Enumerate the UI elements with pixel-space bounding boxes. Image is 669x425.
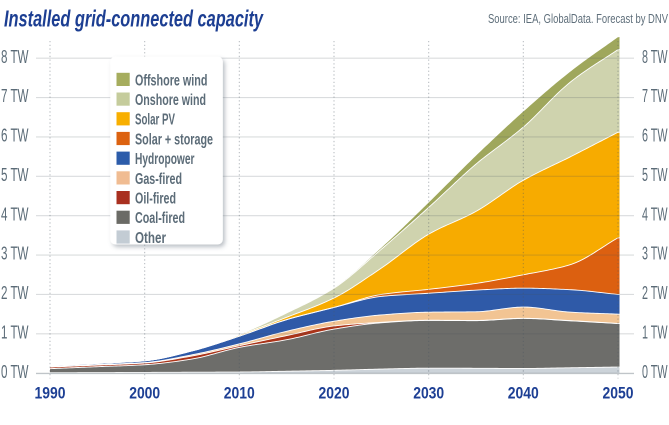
svg-text:3 TW: 3 TW — [1, 244, 29, 264]
svg-text:Oil-fired: Oil-fired — [135, 191, 176, 208]
svg-text:7 TW: 7 TW — [642, 86, 668, 106]
svg-text:2050: 2050 — [603, 384, 634, 403]
svg-text:Solar PV: Solar PV — [135, 112, 175, 129]
svg-text:4 TW: 4 TW — [1, 204, 29, 224]
svg-text:Onshore wind: Onshore wind — [135, 92, 206, 109]
svg-text:2010: 2010 — [224, 384, 255, 403]
svg-text:Offshore wind: Offshore wind — [135, 72, 207, 89]
svg-text:1 TW: 1 TW — [1, 322, 29, 342]
svg-text:0 TW: 0 TW — [1, 362, 29, 382]
svg-text:2040: 2040 — [508, 384, 539, 403]
svg-text:1990: 1990 — [35, 384, 66, 403]
svg-text:4 TW: 4 TW — [642, 204, 668, 224]
svg-text:2 TW: 2 TW — [1, 283, 29, 303]
svg-text:5 TW: 5 TW — [642, 165, 668, 185]
svg-text:0 TW: 0 TW — [642, 362, 668, 382]
svg-text:Source: IEA, GlobalData. Forec: Source: IEA, GlobalData. Forecast by DNV — [488, 12, 668, 26]
svg-text:8 TW: 8 TW — [1, 47, 29, 67]
svg-text:6 TW: 6 TW — [642, 126, 668, 146]
svg-text:Coal-fired: Coal-fired — [135, 210, 185, 227]
svg-text:Other: Other — [135, 230, 166, 247]
svg-text:2 TW: 2 TW — [642, 283, 668, 303]
svg-text:Hydropower: Hydropower — [135, 151, 195, 168]
svg-text:2020: 2020 — [319, 384, 350, 403]
svg-text:2000: 2000 — [129, 384, 160, 403]
svg-text:6 TW: 6 TW — [1, 126, 29, 146]
svg-text:1 TW: 1 TW — [642, 322, 668, 342]
svg-text:5 TW: 5 TW — [1, 165, 29, 185]
svg-text:2030: 2030 — [413, 384, 444, 403]
svg-text:Installed grid-connected capac: Installed grid-connected capacity — [4, 5, 264, 31]
svg-text:Solar + storage: Solar + storage — [135, 131, 213, 148]
svg-text:7 TW: 7 TW — [1, 86, 29, 106]
svg-text:Gas-fired: Gas-fired — [135, 171, 182, 188]
svg-text:3 TW: 3 TW — [642, 244, 668, 264]
svg-text:8 TW: 8 TW — [642, 47, 668, 67]
